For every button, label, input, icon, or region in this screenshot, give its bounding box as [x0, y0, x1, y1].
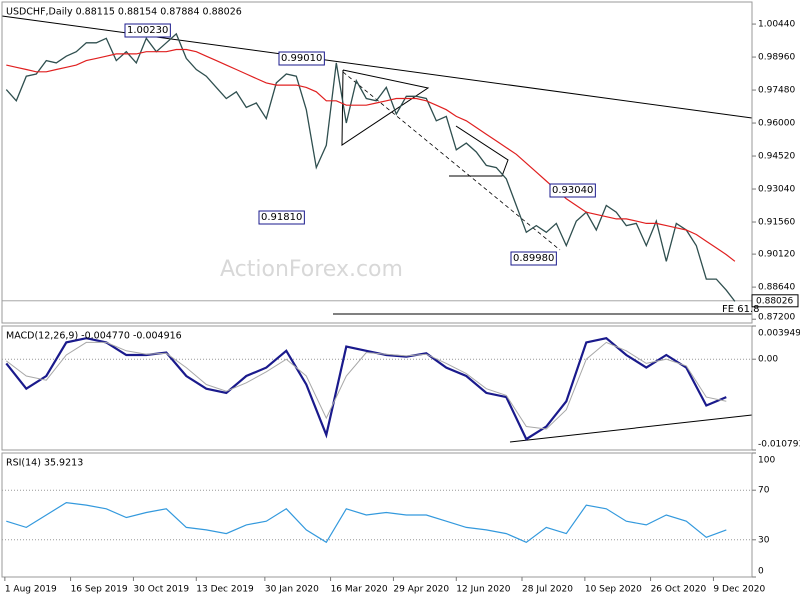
y-tick-label: 0.00: [758, 355, 778, 365]
series-line: [6, 48, 736, 262]
x-tick-label: 16 Mar 2020: [331, 585, 388, 595]
annotation-box: [258, 210, 305, 225]
last-price-label: 0.88026: [756, 296, 793, 306]
x-tick-label: 30 Oct 2019: [133, 585, 189, 595]
x-tick-label: 1 Aug 2019: [5, 585, 57, 595]
y-tick-label: 0.88640: [758, 283, 795, 293]
x-tick-label: 26 Oct 2020: [651, 585, 707, 595]
series-line: [5, 337, 727, 441]
y-tick-label: 70: [758, 486, 770, 496]
y-tick-label: 0.87200: [758, 313, 795, 323]
y-tick-label: 100: [758, 456, 775, 466]
x-tick-label: 10 Sep 2020: [585, 585, 642, 595]
x-tick-label: 13 Dec 2019: [196, 585, 254, 595]
y-tick-label: 0.90120: [758, 250, 795, 260]
annotation-box: [549, 183, 596, 198]
x-tick-label: 9 Dec 2020: [713, 585, 765, 595]
watermark: ActionForex.com: [220, 257, 403, 282]
y-tick-label: 0.94520: [758, 152, 795, 162]
annotation: 1.00230: [127, 25, 168, 36]
series-line: [5, 341, 727, 430]
y-tick-label: 0.96000: [758, 119, 795, 129]
macd-trend-line: [509, 414, 753, 443]
panel-frame: [1, 1, 753, 324]
y-tick-label: 0.91560: [758, 218, 795, 228]
panel-title: USDCHF,Daily 0.88115 0.88154 0.87884 0.8…: [6, 7, 242, 18]
triangle: [341, 69, 430, 146]
x-tick-label: 12 Jun 2020: [456, 585, 510, 595]
annotation-box: [278, 51, 325, 66]
x-tick-label: 29 Apr 2020: [393, 585, 449, 595]
series-line: [6, 501, 727, 544]
annotation-box: [124, 23, 171, 38]
panel-frame: [1, 325, 753, 451]
annotation: FE 61.8: [722, 304, 760, 315]
y-tick-label: 30: [758, 535, 770, 545]
annotation: 0.91810: [261, 212, 302, 223]
y-tick-label: 0.98960: [758, 53, 795, 63]
annotation-box: [510, 251, 557, 266]
x-tick-label: 30 Jan 2020: [265, 585, 319, 595]
y-tick-label: 1.00440: [758, 20, 795, 30]
x-tick-label: 16 Sep 2019: [71, 585, 128, 595]
x-tick-label: 28 Jul 2020: [522, 585, 573, 595]
last-price-box: [751, 294, 799, 308]
y-tick-label: 0.003949: [758, 329, 800, 339]
y-tick-label: 0.93040: [758, 185, 795, 195]
y-tick-label: -0.010793: [758, 440, 800, 450]
panel-title: MACD(12,26,9) -0.004770 -0.004916: [6, 331, 182, 342]
channel-line: [342, 71, 561, 251]
wedge: [449, 125, 509, 177]
y-tick-label: 0.97480: [758, 86, 795, 96]
panel-frame: [1, 452, 753, 578]
panel-title: RSI(14) 35.9213: [6, 458, 83, 469]
annotation: 0.93040: [552, 185, 593, 196]
annotation: 0.99010: [281, 53, 322, 64]
annotation: 0.89980: [513, 253, 554, 264]
y-tick-label: 0: [758, 567, 764, 577]
